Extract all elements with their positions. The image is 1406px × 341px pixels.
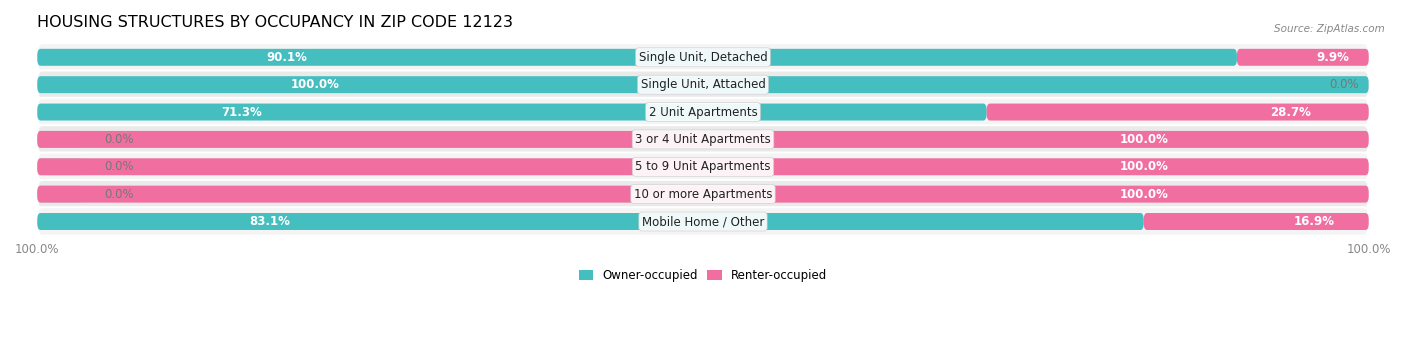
Text: 28.7%: 28.7%: [1271, 106, 1312, 119]
FancyBboxPatch shape: [37, 207, 1369, 236]
Text: 2 Unit Apartments: 2 Unit Apartments: [648, 106, 758, 119]
FancyBboxPatch shape: [987, 104, 1369, 120]
Text: HOUSING STRUCTURES BY OCCUPANCY IN ZIP CODE 12123: HOUSING STRUCTURES BY OCCUPANCY IN ZIP C…: [37, 15, 513, 30]
FancyBboxPatch shape: [37, 213, 1143, 230]
Text: 90.1%: 90.1%: [267, 51, 308, 64]
FancyBboxPatch shape: [37, 180, 1369, 208]
Text: 0.0%: 0.0%: [104, 160, 134, 173]
Text: 3 or 4 Unit Apartments: 3 or 4 Unit Apartments: [636, 133, 770, 146]
Text: 100.0%: 100.0%: [1121, 160, 1168, 173]
Legend: Owner-occupied, Renter-occupied: Owner-occupied, Renter-occupied: [574, 265, 832, 287]
FancyBboxPatch shape: [37, 186, 84, 203]
Text: 0.0%: 0.0%: [104, 188, 134, 201]
Text: 10 or more Apartments: 10 or more Apartments: [634, 188, 772, 201]
FancyBboxPatch shape: [37, 49, 1237, 66]
FancyBboxPatch shape: [1369, 76, 1406, 93]
FancyBboxPatch shape: [1143, 213, 1369, 230]
FancyBboxPatch shape: [37, 71, 1369, 99]
Text: 100.0%: 100.0%: [1121, 188, 1168, 201]
Text: 16.9%: 16.9%: [1294, 215, 1334, 228]
FancyBboxPatch shape: [37, 131, 84, 148]
FancyBboxPatch shape: [37, 131, 1369, 148]
Text: 0.0%: 0.0%: [1329, 78, 1358, 91]
Text: 100.0%: 100.0%: [1121, 133, 1168, 146]
Text: Single Unit, Detached: Single Unit, Detached: [638, 51, 768, 64]
Text: Mobile Home / Other: Mobile Home / Other: [641, 215, 765, 228]
Text: 5 to 9 Unit Apartments: 5 to 9 Unit Apartments: [636, 160, 770, 173]
FancyBboxPatch shape: [37, 98, 1369, 126]
Text: 0.0%: 0.0%: [104, 133, 134, 146]
Text: 71.3%: 71.3%: [222, 106, 262, 119]
FancyBboxPatch shape: [37, 76, 1369, 93]
FancyBboxPatch shape: [37, 158, 84, 175]
Text: 83.1%: 83.1%: [250, 215, 291, 228]
Text: Single Unit, Attached: Single Unit, Attached: [641, 78, 765, 91]
Text: 100.0%: 100.0%: [290, 78, 339, 91]
FancyBboxPatch shape: [37, 104, 987, 120]
Text: 9.9%: 9.9%: [1316, 51, 1348, 64]
Text: Source: ZipAtlas.com: Source: ZipAtlas.com: [1274, 24, 1385, 34]
FancyBboxPatch shape: [1237, 49, 1369, 66]
FancyBboxPatch shape: [37, 43, 1369, 72]
FancyBboxPatch shape: [37, 158, 1369, 175]
FancyBboxPatch shape: [37, 152, 1369, 181]
FancyBboxPatch shape: [37, 186, 1369, 203]
FancyBboxPatch shape: [37, 125, 1369, 154]
